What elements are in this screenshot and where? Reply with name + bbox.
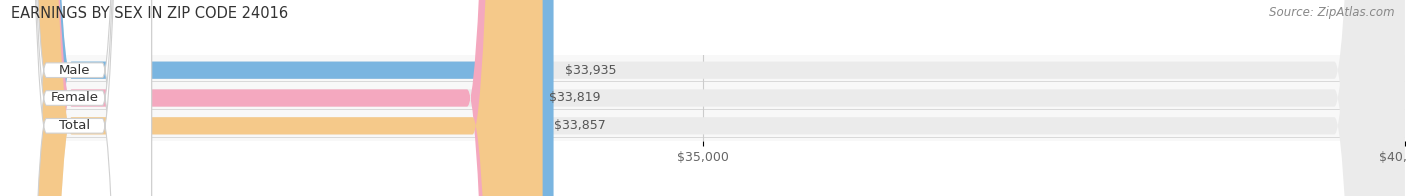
Text: $33,819: $33,819 xyxy=(548,92,600,104)
Text: $33,857: $33,857 xyxy=(554,119,606,132)
FancyBboxPatch shape xyxy=(1,0,537,196)
FancyBboxPatch shape xyxy=(0,0,152,196)
Text: Female: Female xyxy=(51,92,98,104)
Text: $33,935: $33,935 xyxy=(565,64,616,77)
FancyBboxPatch shape xyxy=(1,0,554,196)
Text: Source: ZipAtlas.com: Source: ZipAtlas.com xyxy=(1270,6,1395,19)
Text: EARNINGS BY SEX IN ZIP CODE 24016: EARNINGS BY SEX IN ZIP CODE 24016 xyxy=(11,6,288,21)
Text: Total: Total xyxy=(59,119,90,132)
FancyBboxPatch shape xyxy=(0,0,152,196)
FancyBboxPatch shape xyxy=(1,0,543,196)
Text: Male: Male xyxy=(59,64,90,77)
FancyBboxPatch shape xyxy=(0,0,152,196)
